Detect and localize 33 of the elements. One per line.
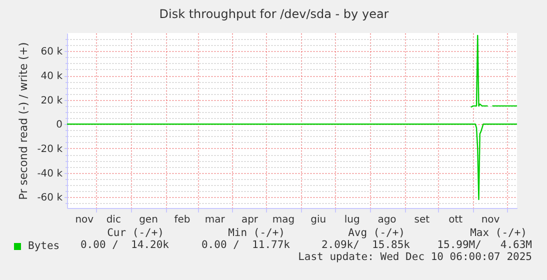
text: 0.00 / 11.77k — [201, 239, 290, 251]
chart-title: Disk throughput for /dev/sda - by year — [159, 7, 389, 21]
x-tick-label: gen — [139, 214, 158, 226]
x-tick-label: set — [414, 214, 430, 226]
x-tick-label: feb — [174, 214, 190, 226]
x-tick-label: nov — [481, 214, 500, 226]
x-tick-label: dic — [106, 214, 121, 226]
line-series — [67, 124, 517, 200]
text: Avg (-/+) — [348, 227, 405, 239]
y-tick-label: -20 k — [37, 144, 63, 155]
y-tick-label: 20 k — [40, 95, 63, 106]
x-tick-label: giu — [310, 214, 326, 226]
text: Cur (-/+) — [107, 227, 164, 239]
y-tick-label: 40 k — [40, 71, 63, 82]
x-tick-label: mag — [272, 214, 295, 226]
x-tick-label: mar — [204, 214, 226, 226]
text: 2.09k/ 15.85k — [321, 239, 410, 251]
x-tick-label: nov — [75, 214, 94, 226]
y-tick-label: -40 k — [37, 168, 63, 180]
x-tick-label: ago — [378, 214, 396, 226]
y-tick-label: 60 k — [40, 46, 63, 58]
y-tick-label: 0 — [56, 120, 62, 131]
text: 0.00 / 14.20k — [80, 239, 169, 251]
text: Last update: Wed Dec 10 06:00:07 2025 — [298, 251, 532, 263]
y-axis-title: Pr second read (-) / write (+) — [17, 42, 30, 200]
y-tick-label: -60 k — [37, 192, 63, 204]
text: 15.99M/ 4.63M — [437, 239, 532, 251]
x-tick-label: lug — [344, 214, 360, 226]
text: Min (-/+) — [228, 227, 285, 239]
legend-label: Bytes — [27, 240, 60, 252]
x-tick-label: ott — [448, 214, 463, 226]
x-tick-label: apr — [241, 214, 259, 226]
text: Max (-/+) — [470, 227, 527, 239]
